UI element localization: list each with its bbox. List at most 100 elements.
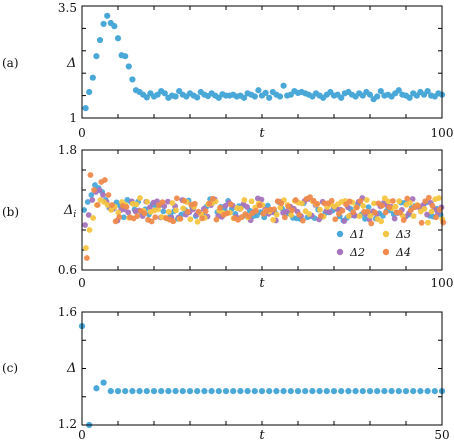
data-point: [208, 388, 215, 395]
data-point: [217, 204, 223, 211]
legend-label: Δ3: [395, 228, 411, 241]
data-point: [111, 23, 118, 30]
data-point: [271, 206, 277, 213]
data-point: [424, 388, 431, 395]
data-point: [389, 198, 396, 204]
panel-c-ylabel: Δ: [66, 361, 76, 376]
data-point: [328, 197, 335, 204]
data-point: [86, 88, 93, 96]
panel-c-xtick-right: 50: [434, 428, 449, 441]
data-point: [346, 198, 353, 205]
data-point: [339, 207, 346, 214]
data-point: [421, 206, 428, 212]
data-point: [100, 379, 107, 386]
data-point: [87, 172, 94, 178]
data-point: [143, 388, 150, 395]
data-point: [133, 201, 140, 208]
data-point: [368, 220, 375, 227]
data-point: [350, 209, 357, 216]
legend-marker: [336, 248, 344, 256]
panel-b-xlabel: t: [259, 276, 265, 291]
data-point: [173, 195, 180, 202]
data-point: [241, 197, 248, 203]
data-point: [397, 209, 403, 216]
data-point: [424, 88, 431, 95]
data-point: [314, 201, 321, 207]
panel-b: (b) Δi 1.8 0.6 0 100 t Δ1 Δ3 Δ2 Δ4: [2, 143, 453, 291]
data-point: [385, 198, 392, 205]
data-point: [141, 210, 148, 217]
data-point: [160, 208, 167, 215]
data-point: [82, 105, 89, 112]
data-point: [377, 88, 384, 95]
data-point: [402, 388, 410, 395]
data-point: [386, 204, 393, 211]
data-point: [244, 204, 250, 210]
legend-marker: [382, 248, 390, 256]
data-point: [177, 215, 184, 222]
data-point: [353, 204, 360, 211]
data-point: [123, 204, 130, 210]
panel-b-ytick-top: 1.8: [58, 143, 77, 157]
data-point: [227, 201, 234, 208]
data-point: [251, 388, 258, 395]
data-point: [82, 222, 88, 228]
data-point: [256, 202, 263, 209]
data-point: [199, 215, 205, 222]
panel-b-label: (b): [2, 205, 19, 219]
data-point: [262, 89, 269, 97]
panel-b-points: [81, 172, 447, 261]
legend-label: Δ4: [395, 246, 411, 259]
panel-a-frame: [81, 5, 443, 119]
data-point: [186, 388, 194, 395]
panel-c-points: [78, 323, 446, 429]
data-point: [428, 208, 435, 215]
data-point: [418, 219, 425, 226]
data-point: [240, 94, 248, 101]
panel-c: (c) Δ 1.6 1.2 0 50 t: [2, 305, 450, 441]
data-point: [285, 203, 292, 210]
panel-b-ytick-bottom: 0.6: [58, 263, 77, 277]
panel-a: (a) Δ 3.5 1 0 100 t: [2, 1, 453, 141]
data-point: [180, 205, 187, 212]
data-point: [388, 388, 395, 395]
data-point: [294, 388, 302, 395]
data-point: [422, 198, 429, 205]
data-point: [83, 255, 90, 261]
data-point: [112, 218, 119, 225]
data-point: [96, 187, 103, 193]
panel-a-xtick-right: 100: [431, 126, 454, 140]
data-point: [113, 199, 120, 206]
data-point: [309, 388, 316, 395]
data-point: [169, 200, 176, 206]
legend-label: Δ1: [349, 228, 365, 241]
data-point: [115, 209, 122, 216]
panel-b-xtick-right: 100: [431, 276, 454, 290]
data-point: [93, 385, 100, 392]
data-point: [237, 205, 244, 212]
data-point: [395, 388, 402, 395]
panel-c-ytick-bottom: 1.2: [58, 417, 77, 431]
data-point: [417, 388, 424, 395]
data-point: [406, 94, 413, 101]
data-point: [283, 208, 290, 215]
data-point: [362, 215, 368, 222]
data-point: [202, 208, 209, 215]
data-point: [287, 388, 294, 395]
data-point: [184, 208, 191, 215]
data-point: [415, 202, 421, 209]
data-point: [104, 202, 111, 208]
panel-a-ticks: [81, 5, 443, 119]
data-point: [379, 202, 385, 209]
data-point: [266, 388, 273, 395]
data-point: [129, 388, 136, 395]
data-point: [213, 216, 220, 223]
data-point: [330, 388, 338, 395]
data-point: [429, 202, 436, 209]
data-point: [122, 388, 129, 395]
data-point: [134, 213, 141, 219]
data-point: [352, 388, 359, 395]
panel-b-xtick-left: 0: [78, 276, 86, 290]
data-point: [89, 74, 96, 81]
data-point: [276, 93, 284, 100]
